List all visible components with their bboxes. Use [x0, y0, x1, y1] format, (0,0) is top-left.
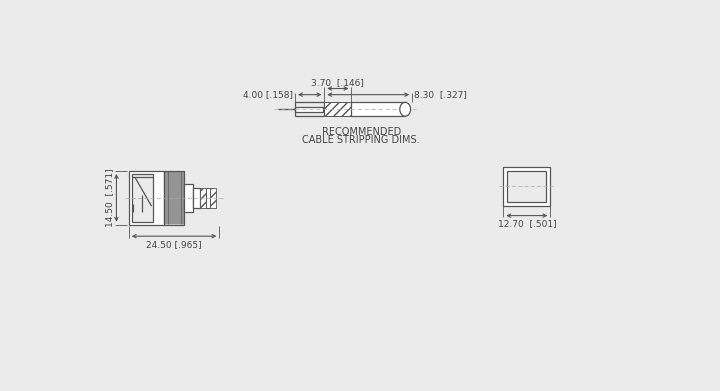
Text: 14.50  [.571]: 14.50 [.571] [105, 169, 114, 227]
Bar [324, 102, 351, 116]
Bar [206, 188, 210, 208]
Text: RECOMMENDED: RECOMMENDED [322, 127, 401, 137]
Bar [351, 102, 405, 116]
Text: 12.70  [.501]: 12.70 [.501] [498, 219, 556, 228]
Text: 24.50 [.965]: 24.50 [.965] [146, 240, 202, 249]
Text: 3.70  [.146]: 3.70 [.146] [312, 78, 364, 87]
Bar [194, 188, 200, 208]
Text: 8.30  [.327]: 8.30 [.327] [415, 90, 467, 99]
Bar [184, 184, 194, 212]
Bar [132, 174, 153, 222]
Text: 4.00 [.158]: 4.00 [.158] [243, 90, 293, 99]
Bar [295, 107, 323, 112]
Bar [210, 188, 215, 208]
Bar [503, 167, 550, 206]
Ellipse shape [400, 102, 410, 116]
Bar [129, 171, 164, 225]
Bar [507, 171, 546, 202]
Text: CABLE STRIPPING DIMS.: CABLE STRIPPING DIMS. [302, 135, 420, 145]
Bar [200, 188, 206, 208]
Bar [164, 171, 184, 225]
